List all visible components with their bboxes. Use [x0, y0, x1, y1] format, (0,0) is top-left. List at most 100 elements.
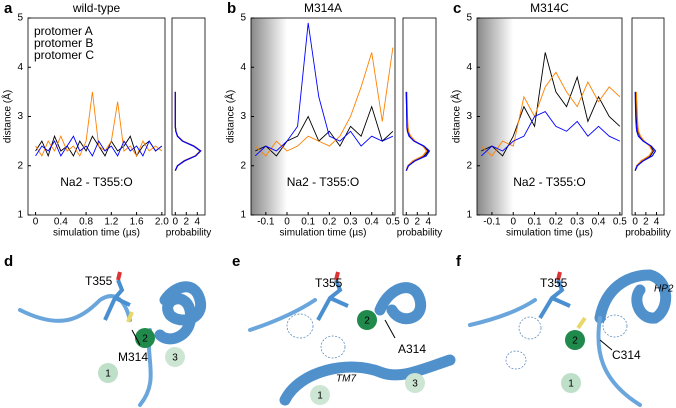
x-tick-label: 0	[173, 217, 179, 228]
y-axis-label: distance (Å)	[224, 90, 237, 143]
y-tick-label: 4	[240, 62, 246, 73]
residue	[316, 279, 349, 321]
y-tick-label: 2	[466, 160, 472, 171]
ribbon	[279, 354, 456, 406]
y-tick-label: 2	[17, 160, 23, 171]
x-tick-label: 4	[195, 217, 201, 228]
leader	[384, 319, 396, 339]
density-mesh	[518, 316, 542, 340]
sphere	[310, 385, 330, 405]
x-tick-label: 0	[33, 217, 39, 228]
series-line	[255, 105, 394, 157]
panel-label: f	[456, 253, 462, 270]
ribbon	[374, 282, 427, 325]
sulfur	[576, 316, 587, 330]
leader	[131, 329, 141, 346]
plot-frame	[27, 17, 166, 216]
panel-label: c	[453, 0, 461, 17]
leader	[599, 339, 613, 351]
x-tick-label: 0.2	[322, 217, 336, 228]
y-tick-label: 2	[240, 160, 246, 171]
label: 1	[317, 391, 323, 402]
x-tick-label: 0.5	[386, 217, 400, 228]
panel-label: b	[227, 0, 236, 17]
sphere	[405, 373, 425, 393]
y-tick-label: 1	[466, 210, 472, 221]
series-line	[480, 111, 621, 157]
label: T355	[540, 276, 568, 290]
series-line	[35, 135, 163, 157]
x-tick-label: 4	[426, 217, 432, 228]
x-axis-label: simulation time (µs)	[506, 228, 593, 239]
ribbon	[594, 269, 672, 324]
density-line	[405, 91, 428, 171]
residue	[103, 279, 131, 321]
x-tick-label: 2.0	[155, 217, 169, 228]
y-tick-label: 1	[240, 210, 246, 221]
sphere	[98, 363, 118, 383]
sphere	[565, 330, 585, 350]
label: M314	[118, 350, 148, 364]
structure-e: e T355 A314 2 TM7 1 3	[232, 253, 456, 406]
label: C314	[612, 348, 641, 362]
legend-entry: protomer A	[34, 24, 93, 38]
label: 2	[364, 316, 370, 327]
ribbon	[468, 298, 537, 327]
x-tick-label: 0	[510, 217, 516, 228]
x-tick-label: 0.3	[570, 217, 584, 228]
y-tick-label: 5	[466, 13, 472, 24]
y-axis-label: distance (Å)	[450, 90, 463, 143]
density-mesh	[286, 313, 314, 339]
plot-frame	[476, 17, 623, 216]
series-line	[481, 52, 621, 157]
y-tick-label: 3	[17, 111, 23, 122]
structure-d: d T355 M314 2 1 3	[4, 253, 207, 407]
annotation: Na2 - T355:O	[287, 175, 359, 189]
x-tick-label: 0	[632, 217, 638, 228]
x-tick-label: 0.1	[301, 217, 315, 228]
label: 3	[412, 379, 418, 390]
x-tick-label: 0.2	[549, 217, 563, 228]
ribbon	[248, 298, 317, 332]
x-tick-label: 0.4	[54, 217, 68, 228]
panel-label: e	[232, 253, 240, 270]
x-tick-label: 2	[184, 217, 190, 228]
chart-title: wild-type	[72, 1, 121, 15]
density-line	[405, 91, 431, 171]
label: HP2	[654, 284, 674, 295]
x-axis-label: simulation time (µs)	[53, 228, 140, 239]
ribbon	[596, 316, 642, 407]
x-tick-label: 0.4	[592, 217, 606, 228]
x-tick-label: 2	[415, 217, 421, 228]
x-tick-label: 0.3	[344, 217, 358, 228]
x-tick-label: 0.1	[528, 217, 542, 228]
y-tick-label: 5	[17, 13, 23, 24]
chart-title: M314A	[304, 1, 342, 15]
equilibration-shading	[251, 18, 287, 215]
label: 3	[172, 353, 178, 364]
y-tick-label: 1	[17, 210, 23, 221]
chart-title: M314C	[530, 1, 569, 15]
annotation: Na2 - T355:O	[513, 175, 585, 189]
series-line	[254, 22, 394, 157]
x-axis-label: probability	[166, 228, 212, 239]
plot-frame	[402, 17, 437, 216]
x-tick-label: -0.1	[257, 217, 275, 228]
series-line	[480, 71, 621, 157]
density-mesh	[505, 350, 527, 370]
x-tick-label: 2	[643, 217, 649, 228]
label: T355	[315, 276, 343, 290]
label: TM7	[336, 374, 356, 385]
y-tick-label: 3	[240, 111, 246, 122]
label: A314	[398, 342, 426, 356]
plot-frame	[250, 17, 396, 216]
label: T355	[85, 274, 113, 288]
panel-label: d	[4, 253, 13, 270]
oxygen	[116, 271, 122, 281]
sphere	[135, 328, 155, 348]
sphere	[165, 347, 185, 367]
y-axis-label: distance (Å)	[1, 90, 14, 143]
plot-frame	[171, 17, 206, 216]
legend-entry: protomer C	[34, 48, 94, 62]
